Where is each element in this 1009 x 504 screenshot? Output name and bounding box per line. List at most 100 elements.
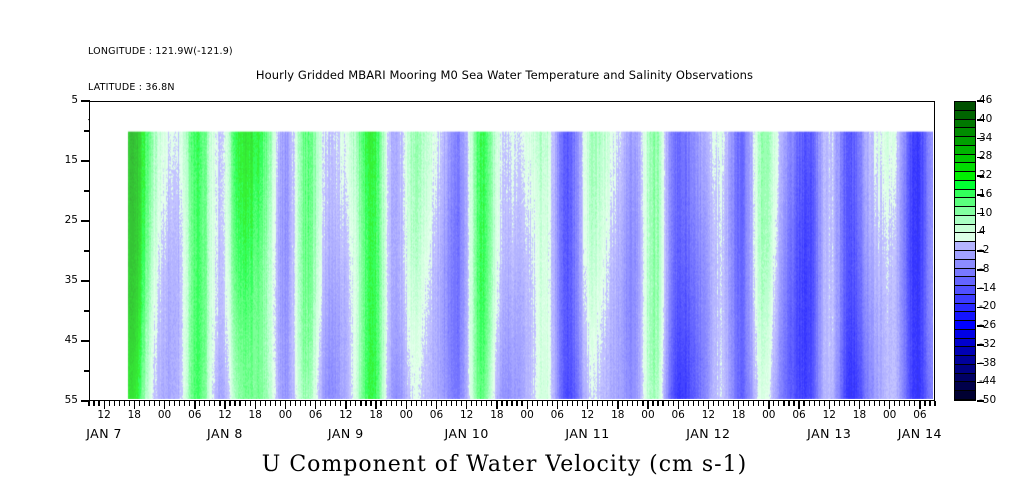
x-axis-hour-label: 12 [459, 409, 474, 421]
x-axis-major-tick [435, 401, 438, 409]
x-axis-hour-label: 18 [731, 409, 746, 421]
colorbar-tick-label: -14 [979, 281, 997, 294]
x-axis-minor-tick [879, 401, 881, 406]
colorbar-tick [977, 119, 984, 121]
y-axis-tick [81, 100, 90, 102]
x-axis-minor-tick [420, 401, 422, 406]
colorbar-tick [977, 362, 984, 365]
colorbar-swatch [955, 294, 975, 304]
x-axis-minor-tick [783, 401, 785, 406]
colorbar-swatch [955, 277, 975, 287]
x-axis-minor-tick [566, 401, 568, 406]
x-axis-minor-tick [259, 401, 261, 406]
x-axis-minor-tick [456, 401, 458, 406]
x-axis-minor-tick [884, 401, 886, 406]
x-axis-major-tick [919, 401, 921, 409]
x-axis-hour-label: 00 [762, 409, 776, 421]
x-axis-major-tick [284, 401, 287, 409]
x-axis-minor-tick [597, 401, 599, 406]
colorbar-tick-label: 10 [979, 206, 993, 219]
x-axis-minor-tick [607, 401, 609, 406]
colorbar-swatch [955, 154, 975, 164]
colorbar-tick [977, 175, 984, 177]
x-axis-major-tick [858, 401, 861, 409]
x-axis-minor-tick [551, 401, 553, 406]
x-axis-minor-tick [153, 401, 156, 406]
x-axis-hour-label: 00 [882, 409, 897, 421]
x-axis-minor-tick [461, 401, 463, 406]
y-axis-minor-tick [84, 310, 90, 312]
colorbar-tick-label: -26 [979, 319, 997, 331]
colorbar-swatch [955, 356, 975, 365]
y-axis-tick [81, 280, 90, 282]
x-axis-major-tick [224, 401, 226, 409]
colorbar-tick-label: -2 [979, 244, 990, 256]
x-axis-hour-label: 00 [641, 409, 655, 421]
x-axis-minor-tick [249, 401, 251, 406]
x-axis-major-tick [466, 401, 468, 409]
x-axis-minor-tick [732, 401, 735, 406]
colorbar-swatch [955, 110, 975, 120]
x-axis-minor-tick [445, 401, 448, 406]
x-axis-minor-tick [727, 401, 730, 406]
x-axis-hour-label: 06 [188, 409, 202, 421]
colorbar-tick-label: -32 [979, 337, 997, 350]
x-axis-minor-tick [204, 401, 206, 406]
x-axis-minor-tick [894, 401, 896, 406]
x-axis-major-tick [526, 401, 528, 409]
x-axis-hour-label: 18 [490, 409, 504, 421]
x-axis-major-tick [556, 401, 559, 409]
colorbar-swatch [955, 242, 975, 251]
x-axis-minor-tick [229, 401, 231, 406]
colorbar-tick [977, 250, 984, 252]
x-axis-minor-tick [244, 401, 246, 406]
colorbar-swatch [955, 259, 975, 269]
x-axis-minor-tick [642, 401, 644, 406]
colorbar-swatch [955, 364, 975, 374]
x-axis-minor-tick [209, 401, 211, 406]
x-axis-minor-tick [788, 401, 790, 406]
x-axis-minor-tick [481, 401, 483, 406]
colorbar-swatch [955, 119, 975, 129]
x-axis-minor-tick [853, 401, 856, 406]
colorbar-tick-label: -38 [979, 356, 997, 369]
x-axis-minor-tick [199, 401, 201, 406]
x-axis-minor-tick [88, 401, 90, 406]
x-axis-major-tick [103, 401, 105, 409]
x-axis-major-tick [707, 401, 710, 409]
x-axis-hour-label: 06 [792, 409, 806, 421]
colorbar-tick-label: 22 [979, 169, 993, 181]
x-axis-minor-tick [148, 401, 151, 406]
y-axis-tick [81, 220, 90, 222]
x-axis-hour-label: 06 [671, 409, 685, 421]
x-axis-minor-tick [682, 401, 684, 406]
colorbar-swatch [955, 207, 975, 216]
x-axis-major-tick [677, 401, 679, 409]
x-axis-minor-tick [924, 401, 926, 406]
colorbar-swatch [955, 128, 975, 138]
x-axis-minor-tick [360, 401, 362, 406]
x-axis-hour-label: 18 [852, 409, 867, 421]
x-axis-major-tick [798, 401, 800, 409]
y-axis-minor-tick [84, 370, 90, 372]
x-axis-minor-tick [717, 401, 720, 406]
x-axis-minor-tick [868, 401, 871, 406]
x-axis-minor-tick [758, 401, 760, 406]
x-axis-minor-tick [168, 401, 171, 406]
x-axis-minor-tick [179, 401, 181, 406]
x-axis-minor-tick [370, 401, 372, 406]
colorbar-swatch [955, 198, 975, 208]
x-axis-hour-label: 18 [369, 409, 383, 421]
x-axis-minor-tick [622, 401, 624, 406]
x-axis-minor-tick [763, 401, 765, 406]
x-axis-minor-tick [838, 401, 840, 406]
x-axis-minor-tick [98, 401, 100, 406]
colorbar [954, 101, 976, 401]
colorbar-swatch [955, 303, 975, 313]
colorbar-swatch [955, 268, 975, 278]
x-axis-minor-tick [591, 401, 594, 406]
x-axis-hour-label: 18 [127, 409, 141, 421]
x-axis-minor-tick [123, 401, 125, 406]
colorbar-tick-label: -20 [979, 300, 997, 313]
x-axis-minor-tick [793, 401, 795, 406]
